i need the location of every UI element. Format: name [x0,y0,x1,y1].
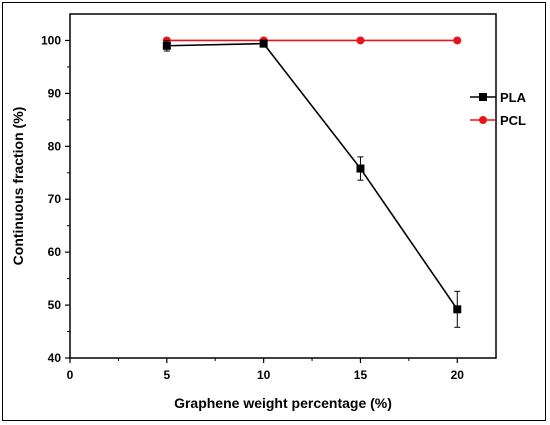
data-point-pcl [356,36,365,45]
legend-label-pla: PLA [500,90,527,105]
y-tick-label: 40 [48,351,62,365]
y-tick-label: 70 [48,192,62,206]
legend: PLA PCL [470,90,527,128]
legend-item-pla: PLA [470,90,527,105]
legend-marker-pcl [479,116,487,124]
x-ticks: 0 5 10 15 20 [67,358,465,382]
series-line-pla [166,42,458,310]
x-tick-label: 10 [257,368,271,382]
y-tick-label: 100 [41,33,61,47]
series-layer [162,36,462,328]
data-point-pla [259,39,268,48]
y-tick-label: 50 [48,298,62,312]
plot-border [69,13,497,359]
data-point-pla [453,305,462,314]
x-tick-label: 20 [451,368,465,382]
y-tick-label: 60 [48,245,62,259]
chart-frame [2,2,546,421]
y-axis-title: Continuous fraction (%) [10,107,26,266]
series-pcl [162,36,462,45]
x-axis-title: Graphene weight percentage (%) [174,395,392,411]
y-tick-label: 80 [48,139,62,153]
y-tick-label: 90 [48,86,62,100]
x-tick-label: 0 [67,368,74,382]
data-point-pla [356,164,365,173]
data-point-pcl [453,36,462,45]
data-point-pla [162,41,171,50]
x-tick-label: 5 [163,368,170,382]
legend-item-pcl: PCL [470,113,526,128]
series-pla [162,39,462,328]
legend-marker-pla [479,93,487,101]
legend-label-pcl: PCL [500,113,526,128]
x-tick-label: 15 [354,368,368,382]
y-ticks: 40 50 60 70 80 90 100 [41,33,70,365]
axes [69,13,497,359]
